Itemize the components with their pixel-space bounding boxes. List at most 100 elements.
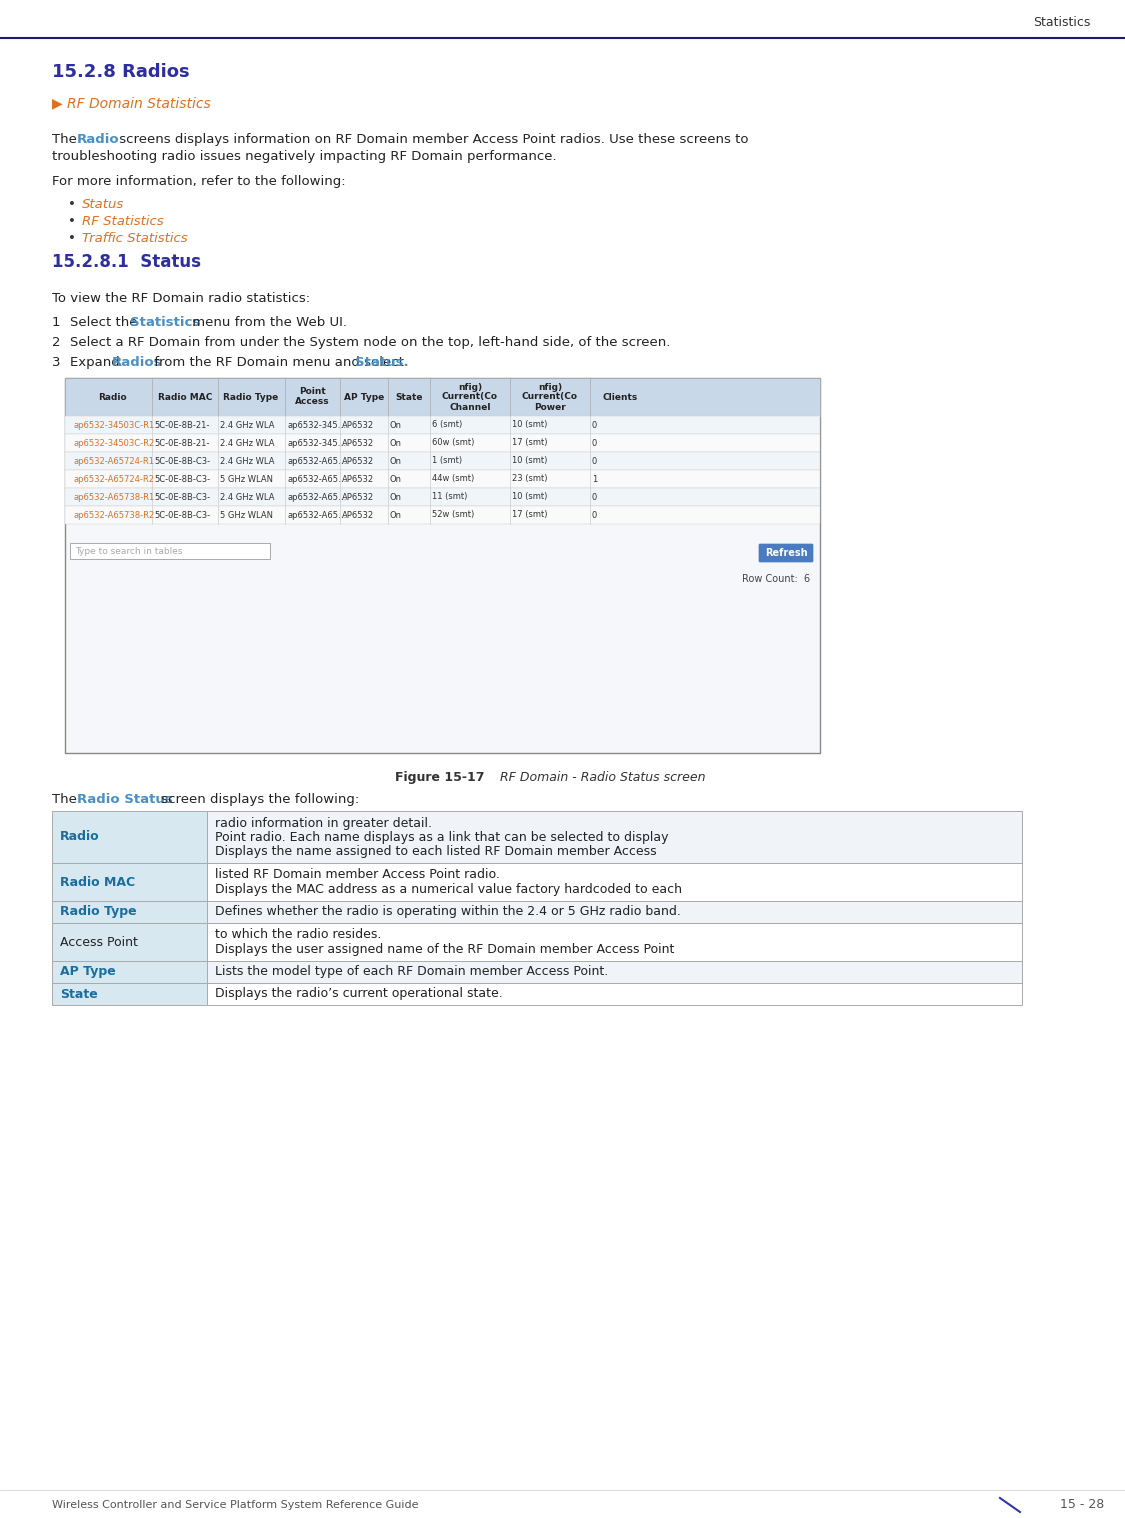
Text: Radio: Radio [98, 393, 126, 401]
Text: 23 (smt): 23 (smt) [512, 475, 548, 484]
Text: Radio MAC: Radio MAC [60, 876, 135, 888]
Text: screens displays information on RF Domain member Access Point radios. Use these : screens displays information on RF Domai… [115, 134, 748, 146]
Text: ap6532-34503C-R1: ap6532-34503C-R1 [74, 420, 155, 430]
Text: menu from the Web UI.: menu from the Web UI. [188, 316, 346, 329]
Text: State: State [60, 988, 98, 1000]
Text: 2.4 GHz WLA: 2.4 GHz WLA [220, 492, 274, 501]
FancyBboxPatch shape [65, 416, 820, 434]
Text: ap6532-A65738-R1: ap6532-A65738-R1 [74, 492, 155, 501]
Text: Figure 15-17: Figure 15-17 [395, 771, 485, 783]
Text: 11 (smt): 11 (smt) [432, 492, 467, 501]
Text: ap6532-34503C-R2: ap6532-34503C-R2 [74, 439, 155, 448]
Text: Traffic Statistics: Traffic Statistics [82, 232, 188, 244]
Text: Select a RF Domain from under the System node on the top, left-hand side, of the: Select a RF Domain from under the System… [70, 335, 670, 349]
Text: On: On [390, 492, 402, 501]
FancyBboxPatch shape [207, 984, 1022, 1005]
Text: 44w (smt): 44w (smt) [432, 475, 475, 484]
Text: Displays the user assigned name of the RF Domain member Access Point: Displays the user assigned name of the R… [215, 943, 674, 955]
Text: Displays the radio’s current operational state.: Displays the radio’s current operational… [215, 988, 503, 1000]
FancyBboxPatch shape [65, 505, 820, 524]
Text: 17 (smt): 17 (smt) [512, 510, 548, 519]
Text: Row Count:  6: Row Count: 6 [741, 574, 810, 584]
Text: screen displays the following:: screen displays the following: [158, 792, 359, 806]
Text: The: The [52, 792, 81, 806]
Text: 2.4 GHz WLA: 2.4 GHz WLA [220, 420, 274, 430]
Text: 5 GHz WLAN: 5 GHz WLAN [220, 510, 273, 519]
Text: 5C-0E-8B-C3-: 5C-0E-8B-C3- [154, 510, 210, 519]
Text: Wireless Controller and Service Platform System Reference Guide: Wireless Controller and Service Platform… [52, 1500, 418, 1510]
Text: Expand: Expand [70, 357, 124, 369]
Text: 15.2.8.1  Status: 15.2.8.1 Status [52, 254, 201, 272]
FancyBboxPatch shape [65, 471, 820, 487]
FancyBboxPatch shape [52, 984, 207, 1005]
Text: 5C-0E-8B-C3-: 5C-0E-8B-C3- [154, 475, 210, 484]
FancyBboxPatch shape [759, 543, 813, 562]
Text: Displays the name assigned to each listed RF Domain member Access: Displays the name assigned to each liste… [215, 844, 657, 858]
FancyBboxPatch shape [207, 923, 1022, 961]
Text: ap6532-A65…: ap6532-A65… [287, 475, 346, 484]
Text: AP6532: AP6532 [342, 492, 375, 501]
Text: Type to search in tables: Type to search in tables [75, 546, 182, 556]
Text: 6 (smt): 6 (smt) [432, 420, 462, 430]
Text: AP6532: AP6532 [342, 475, 375, 484]
Text: 0: 0 [592, 420, 597, 430]
Text: 5C-0E-8B-21-: 5C-0E-8B-21- [154, 420, 209, 430]
Text: troubleshooting radio issues negatively impacting RF Domain performance.: troubleshooting radio issues negatively … [52, 150, 557, 162]
Text: ap6532-A65738-R2: ap6532-A65738-R2 [74, 510, 155, 519]
Text: Refresh: Refresh [765, 548, 808, 559]
FancyBboxPatch shape [65, 452, 820, 471]
Text: radio information in greater detail.: radio information in greater detail. [215, 817, 432, 829]
Text: 2: 2 [52, 335, 61, 349]
Text: 10 (smt): 10 (smt) [512, 457, 548, 466]
Text: 0: 0 [592, 492, 597, 501]
Text: nfig): nfig) [538, 383, 562, 392]
FancyBboxPatch shape [65, 487, 820, 505]
Text: 10 (smt): 10 (smt) [512, 420, 548, 430]
Text: ap6532-A65724-R2: ap6532-A65724-R2 [74, 475, 155, 484]
Text: Current(Co: Current(Co [442, 393, 498, 401]
Text: Point radio. Each name displays as a link that can be selected to display: Point radio. Each name displays as a lin… [215, 830, 668, 844]
Text: 2.4 GHz WLA: 2.4 GHz WLA [220, 439, 274, 448]
Text: AP Type: AP Type [60, 965, 116, 979]
Text: On: On [390, 475, 402, 484]
Text: Statistics: Statistics [1033, 15, 1090, 29]
Text: Defines whether the radio is operating within the 2.4 or 5 GHz radio band.: Defines whether the radio is operating w… [215, 906, 681, 918]
Text: Radio Status: Radio Status [76, 792, 173, 806]
Text: Radio: Radio [76, 134, 119, 146]
FancyBboxPatch shape [207, 811, 1022, 864]
Text: •: • [68, 216, 75, 228]
Text: listed RF Domain member Access Point radio.: listed RF Domain member Access Point rad… [215, 868, 500, 882]
FancyBboxPatch shape [65, 378, 820, 416]
Text: 15 - 28: 15 - 28 [1060, 1498, 1105, 1512]
Text: State: State [395, 393, 423, 401]
Text: Status: Status [82, 197, 124, 211]
FancyBboxPatch shape [65, 378, 820, 753]
FancyBboxPatch shape [52, 811, 207, 864]
Text: Clients: Clients [602, 393, 638, 401]
Text: 0: 0 [592, 457, 597, 466]
Text: 1 (smt): 1 (smt) [432, 457, 462, 466]
FancyBboxPatch shape [207, 864, 1022, 902]
Text: from the RF Domain menu and select: from the RF Domain menu and select [150, 357, 408, 369]
Text: Select the: Select the [70, 316, 142, 329]
Text: 60w (smt): 60w (smt) [432, 439, 475, 448]
Text: RF Statistics: RF Statistics [82, 216, 163, 228]
Text: RF Domain - Radio Status screen: RF Domain - Radio Status screen [492, 771, 705, 783]
Text: ap6532-345…: ap6532-345… [287, 420, 346, 430]
Text: 0: 0 [592, 439, 597, 448]
FancyBboxPatch shape [52, 923, 207, 961]
Text: On: On [390, 510, 402, 519]
Text: ap6532-A65…: ap6532-A65… [287, 492, 346, 501]
Text: 52w (smt): 52w (smt) [432, 510, 475, 519]
Text: AP6532: AP6532 [342, 420, 375, 430]
Text: The: The [52, 134, 81, 146]
Text: Lists the model type of each RF Domain member Access Point.: Lists the model type of each RF Domain m… [215, 965, 609, 979]
FancyBboxPatch shape [65, 434, 820, 452]
Text: •: • [68, 197, 75, 211]
Text: 5C-0E-8B-C3-: 5C-0E-8B-C3- [154, 492, 210, 501]
Text: Radio: Radio [60, 830, 100, 844]
Text: Point: Point [298, 387, 325, 396]
FancyBboxPatch shape [52, 902, 207, 923]
Text: 15.2.8 Radios: 15.2.8 Radios [52, 64, 190, 80]
Text: 10 (smt): 10 (smt) [512, 492, 548, 501]
